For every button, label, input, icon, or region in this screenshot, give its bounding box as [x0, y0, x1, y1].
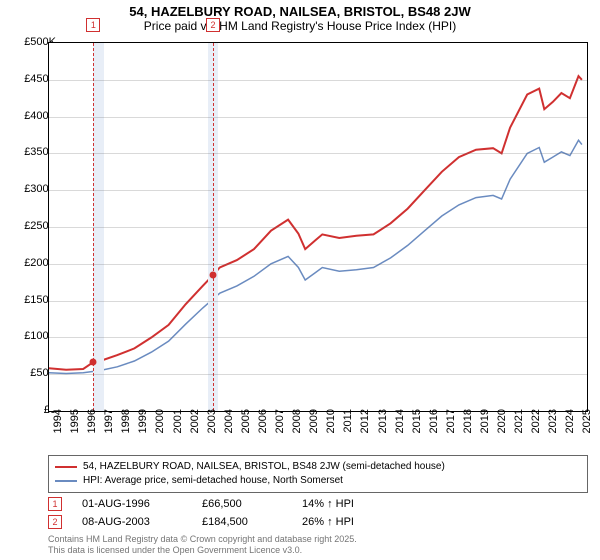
legend: 54, HAZELBURY ROAD, NAILSEA, BRISTOL, BS…: [48, 455, 588, 493]
x-tick-label: 2007: [274, 409, 286, 449]
event-pct: 14% ↑ HPI: [302, 495, 392, 513]
x-tick-label: 2025: [581, 409, 593, 449]
x-tick-label: 2014: [394, 409, 406, 449]
gridline: [49, 80, 587, 81]
gridline: [49, 190, 587, 191]
legend-label: HPI: Average price, semi-detached house,…: [83, 474, 343, 488]
legend-swatch: [55, 466, 77, 468]
x-tick-label: 2016: [428, 409, 440, 449]
x-tick-label: 2003: [206, 409, 218, 449]
gridline: [49, 264, 587, 265]
gridline: [49, 374, 587, 375]
event-price: £66,500: [202, 495, 282, 513]
series-property: [49, 76, 582, 370]
x-tick-label: 1996: [86, 409, 98, 449]
event-date: 08-AUG-2003: [82, 513, 182, 531]
sale-events: 1 01-AUG-1996 £66,500 14% ↑ HPI 2 08-AUG-2003…: [48, 495, 588, 531]
event-marker-2: 2: [206, 18, 220, 32]
x-tick-label: 1994: [52, 409, 64, 449]
x-tick-label: 2022: [530, 409, 542, 449]
chart-container: 54, HAZELBURY ROAD, NAILSEA, BRISTOL, BS…: [0, 0, 600, 560]
x-tick-label: 2021: [513, 409, 525, 449]
x-tick-label: 2012: [359, 409, 371, 449]
gridline: [49, 337, 587, 338]
chart-title: 54, HAZELBURY ROAD, NAILSEA, BRISTOL, BS…: [0, 4, 600, 19]
gridline: [49, 301, 587, 302]
footer-line-2: This data is licensed under the Open Gov…: [48, 545, 588, 556]
event-index-box: 1: [48, 497, 62, 511]
event-marker-1: 1: [86, 18, 100, 32]
event-row: 2 08-AUG-2003 £184,500 26% ↑ HPI: [48, 513, 588, 531]
gridline: [49, 227, 587, 228]
x-tick-label: 2006: [257, 409, 269, 449]
x-tick-label: 2010: [325, 409, 337, 449]
footer-attribution: Contains HM Land Registry data © Crown c…: [48, 534, 588, 556]
x-tick-label: 2024: [564, 409, 576, 449]
event-price: £184,500: [202, 513, 282, 531]
footer-line-1: Contains HM Land Registry data © Crown c…: [48, 534, 588, 545]
x-tick-label: 1999: [137, 409, 149, 449]
sale-point-1: [90, 359, 97, 366]
x-tick-label: 2011: [342, 409, 354, 449]
x-tick-label: 2000: [154, 409, 166, 449]
x-tick-label: 2020: [496, 409, 508, 449]
x-tick-label: 2001: [172, 409, 184, 449]
x-tick-label: 2009: [308, 409, 320, 449]
x-tick-label: 2018: [462, 409, 474, 449]
legend-item: HPI: Average price, semi-detached house,…: [55, 474, 581, 488]
x-tick-label: 2019: [479, 409, 491, 449]
event-row: 1 01-AUG-1996 £66,500 14% ↑ HPI: [48, 495, 588, 513]
plot-area: 12: [48, 42, 588, 412]
gridline: [49, 117, 587, 118]
x-tick-label: 2015: [411, 409, 423, 449]
event-pct: 26% ↑ HPI: [302, 513, 392, 531]
sale-point-2: [209, 272, 216, 279]
x-axis-labels: 1994199519961997199819992000200120022003…: [48, 414, 588, 454]
x-tick-label: 1997: [103, 409, 115, 449]
x-tick-label: 2002: [189, 409, 201, 449]
x-tick-label: 2008: [291, 409, 303, 449]
gridline: [49, 153, 587, 154]
legend-swatch: [55, 480, 77, 482]
x-tick-label: 2017: [445, 409, 457, 449]
x-tick-label: 2005: [240, 409, 252, 449]
x-tick-label: 2013: [377, 409, 389, 449]
x-tick-label: 1998: [120, 409, 132, 449]
series-hpi: [49, 140, 582, 373]
event-index-box: 2: [48, 515, 62, 529]
event-date: 01-AUG-1996: [82, 495, 182, 513]
x-tick-label: 2023: [547, 409, 559, 449]
x-tick-label: 1995: [69, 409, 81, 449]
legend-item: 54, HAZELBURY ROAD, NAILSEA, BRISTOL, BS…: [55, 460, 581, 474]
legend-label: 54, HAZELBURY ROAD, NAILSEA, BRISTOL, BS…: [83, 460, 445, 474]
x-tick-label: 2004: [223, 409, 235, 449]
